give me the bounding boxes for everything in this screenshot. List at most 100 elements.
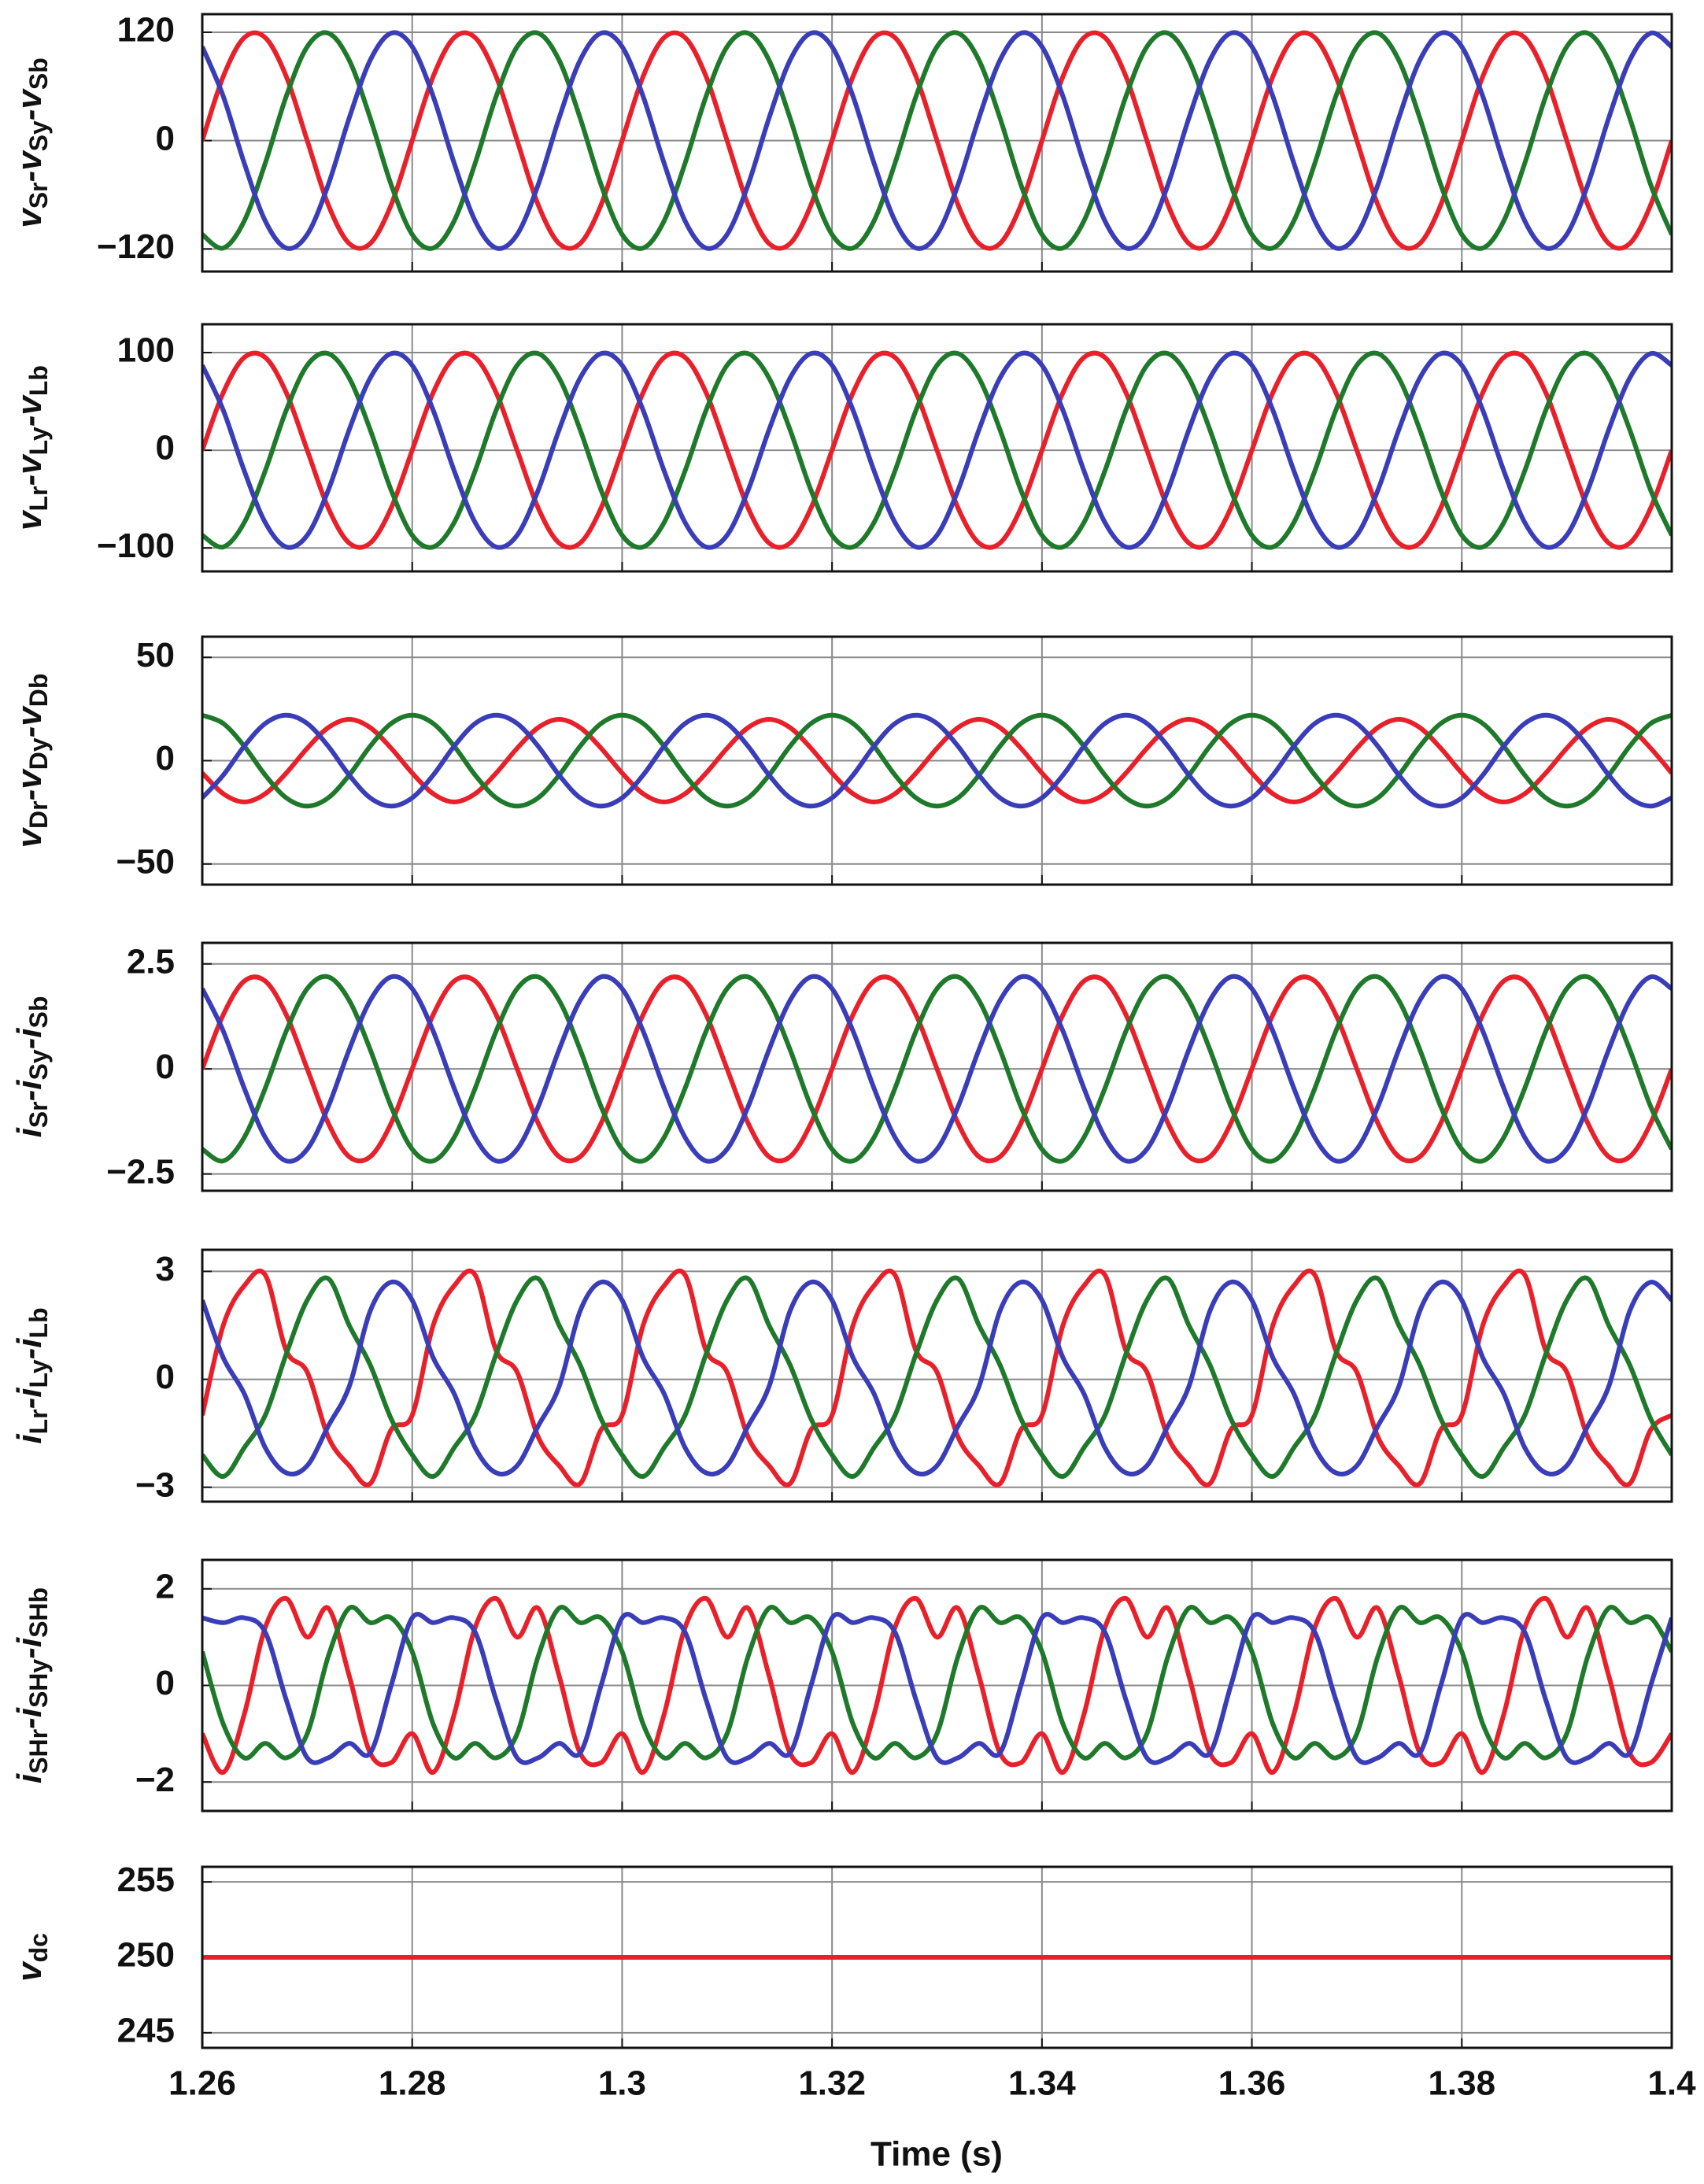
y-tick-label: 250 [117,1936,175,1975]
line-series [202,974,1672,1164]
y-tick-label: 50 [136,636,175,674]
y-axis-label-part: SHr [24,1729,53,1774]
plot-frame [201,1558,1673,1813]
y-axis-label-part: -i [10,1707,49,1729]
y-axis-label-part: -i [10,1388,49,1410]
x-tick-label: 1.36 [1218,2064,1286,2103]
y-axis-label-part: Sr [24,1101,53,1128]
y-axis-label-part: -i [10,1637,49,1659]
y-axis-label: vLr-vLy-vLb [10,365,54,530]
y-tick-label: 0 [156,739,175,778]
y-axis-label-part: dc [24,1933,53,1962]
y-tick-label: −2.5 [106,1152,175,1191]
y-axis-label-part: -i [10,1080,49,1102]
line-series [202,717,1672,804]
y-tick-label: 3 [156,1250,175,1288]
line-series [202,30,1672,251]
y-axis-label-part: v [10,509,49,530]
y-axis-label-part: Sb [24,57,53,90]
y-tick-label: 100 [117,331,175,370]
y-axis-label-part: -i [10,1338,49,1360]
line-series [202,974,1672,1164]
y-axis-label-part: i [10,1773,49,1783]
plot-frame [201,1248,1673,1503]
x-tick-label: 1.38 [1428,2064,1495,2103]
line-series [202,30,1672,251]
y-tick-label: −120 [97,227,175,266]
y-axis-label-part: Dy [24,737,53,770]
x-tick-label: 1.32 [798,2064,866,2103]
y-tick-label: 0 [156,1358,175,1396]
line-series [202,30,1672,251]
y-axis-label: iLr-iLy-iLb [10,1307,54,1443]
y-axis-label-part: -v [10,88,49,121]
y-axis-label-part: Sy [24,1049,53,1080]
y-axis-label: vDr-vDy-vDb [10,674,54,848]
line-series [202,1612,1672,1765]
y-axis-label-part: Sr [24,183,53,209]
line-series [202,1605,1672,1761]
y-axis-label-part: i [10,1127,49,1137]
y-tick-label: −50 [116,842,175,881]
y-tick-label: 0 [156,1048,175,1086]
y-axis-label: vSr-vSy-vSb [10,57,54,228]
line-series [202,974,1672,1164]
y-tick-label: 0 [156,429,175,467]
y-tick-label: −2 [135,1761,175,1799]
line-series [202,350,1672,550]
x-tick-label: 1.26 [168,2064,236,2103]
y-axis-label: iSr-iSy-iSb [10,996,54,1138]
line-series [202,712,1672,809]
y-axis-label-part: Sb [24,996,53,1029]
y-axis-label-part: -i [10,1028,49,1050]
x-tick-label: 1.28 [379,2064,446,2103]
line-series [202,712,1672,809]
y-axis-label-part: -v [10,150,49,183]
line-series [202,350,1672,550]
line-series [202,1268,1672,1487]
y-axis-label-part: -v [10,768,49,801]
plot-frame [201,635,1673,886]
line-series [202,1275,1672,1479]
x-tick-label: 1.4 [1647,2064,1696,2103]
y-axis-label-part: Db [24,674,53,708]
line-series [202,1279,1672,1476]
y-axis-label-part: i [10,1434,49,1444]
plot-frame [201,1865,1673,2049]
plot-frame [201,941,1673,1192]
y-axis-label-part: -v [10,453,49,486]
y-tick-label: 255 [117,1861,175,1899]
y-axis-label-part: Lr [24,486,53,512]
y-axis-label-part: Lb [24,365,53,396]
x-tick-label: 1.3 [598,2064,646,2103]
y-axis-label-part: Sy [24,120,53,151]
y-axis-label-part: Lr [24,1409,53,1434]
plot-frame [201,13,1673,273]
y-tick-label: 0 [156,119,175,157]
x-tick-label: 1.34 [1008,2064,1076,2103]
y-axis-label-part: v [10,826,49,848]
x-axis-label: Time (s) [870,2135,1003,2174]
y-axis-label-part: Dr [24,800,53,829]
y-tick-label: 245 [117,2011,175,2049]
y-axis-label-part: v [10,207,49,228]
line-series [202,350,1672,550]
y-axis-label: vdc [10,1933,54,1982]
y-tick-label: −100 [97,527,175,565]
y-tick-label: 2 [156,1567,175,1606]
y-tick-label: −3 [135,1465,175,1504]
y-axis-label-part: Ly [24,1359,53,1388]
plot-frame [201,323,1673,573]
y-axis-label-part: Lb [24,1307,53,1338]
y-tick-label: 2.5 [127,942,175,981]
y-axis-label-part: -v [10,705,49,738]
y-axis-label: iSHr-iSHy-iSHb [10,1587,54,1783]
y-axis-label-part: -v [10,394,49,427]
y-tick-label: 0 [156,1664,175,1702]
y-axis-label-part: SHb [24,1587,53,1638]
y-axis-label-part: SHy [24,1659,53,1708]
y-axis-label-part: v [10,1960,49,1982]
y-tick-label: 120 [117,11,175,50]
